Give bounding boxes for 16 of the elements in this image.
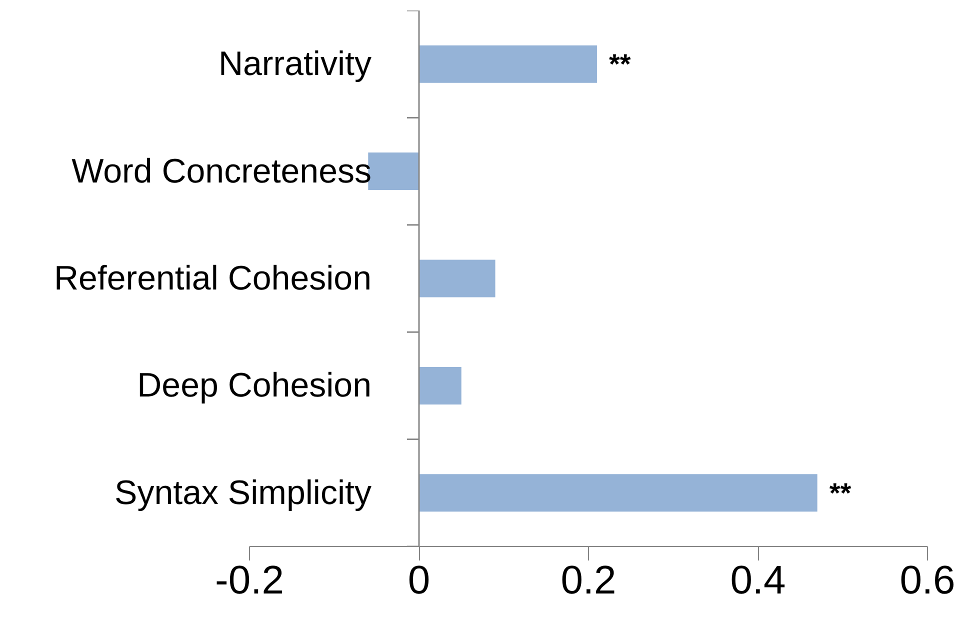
y-tick-label: Syntax Simplicity	[114, 474, 372, 512]
x-tick-label: 0.2	[560, 558, 616, 602]
bar	[419, 260, 496, 298]
y-tick-label: Referential Cohesion	[54, 260, 372, 298]
bar	[419, 474, 818, 512]
y-tick-label: Word Concreteness	[72, 152, 372, 190]
x-tick-label: 0.6	[900, 558, 956, 602]
bar	[419, 366, 462, 404]
annotation: **	[829, 477, 852, 508]
bar	[419, 45, 597, 83]
y-tick-label: Deep Cohesion	[137, 366, 372, 405]
x-tick-label: 0.4	[730, 558, 786, 602]
x-tick-label: 0	[408, 558, 430, 602]
y-tick-label: Narrativity	[218, 45, 372, 84]
annotation: **	[608, 48, 631, 80]
x-tick-label: -0.2	[215, 558, 284, 602]
